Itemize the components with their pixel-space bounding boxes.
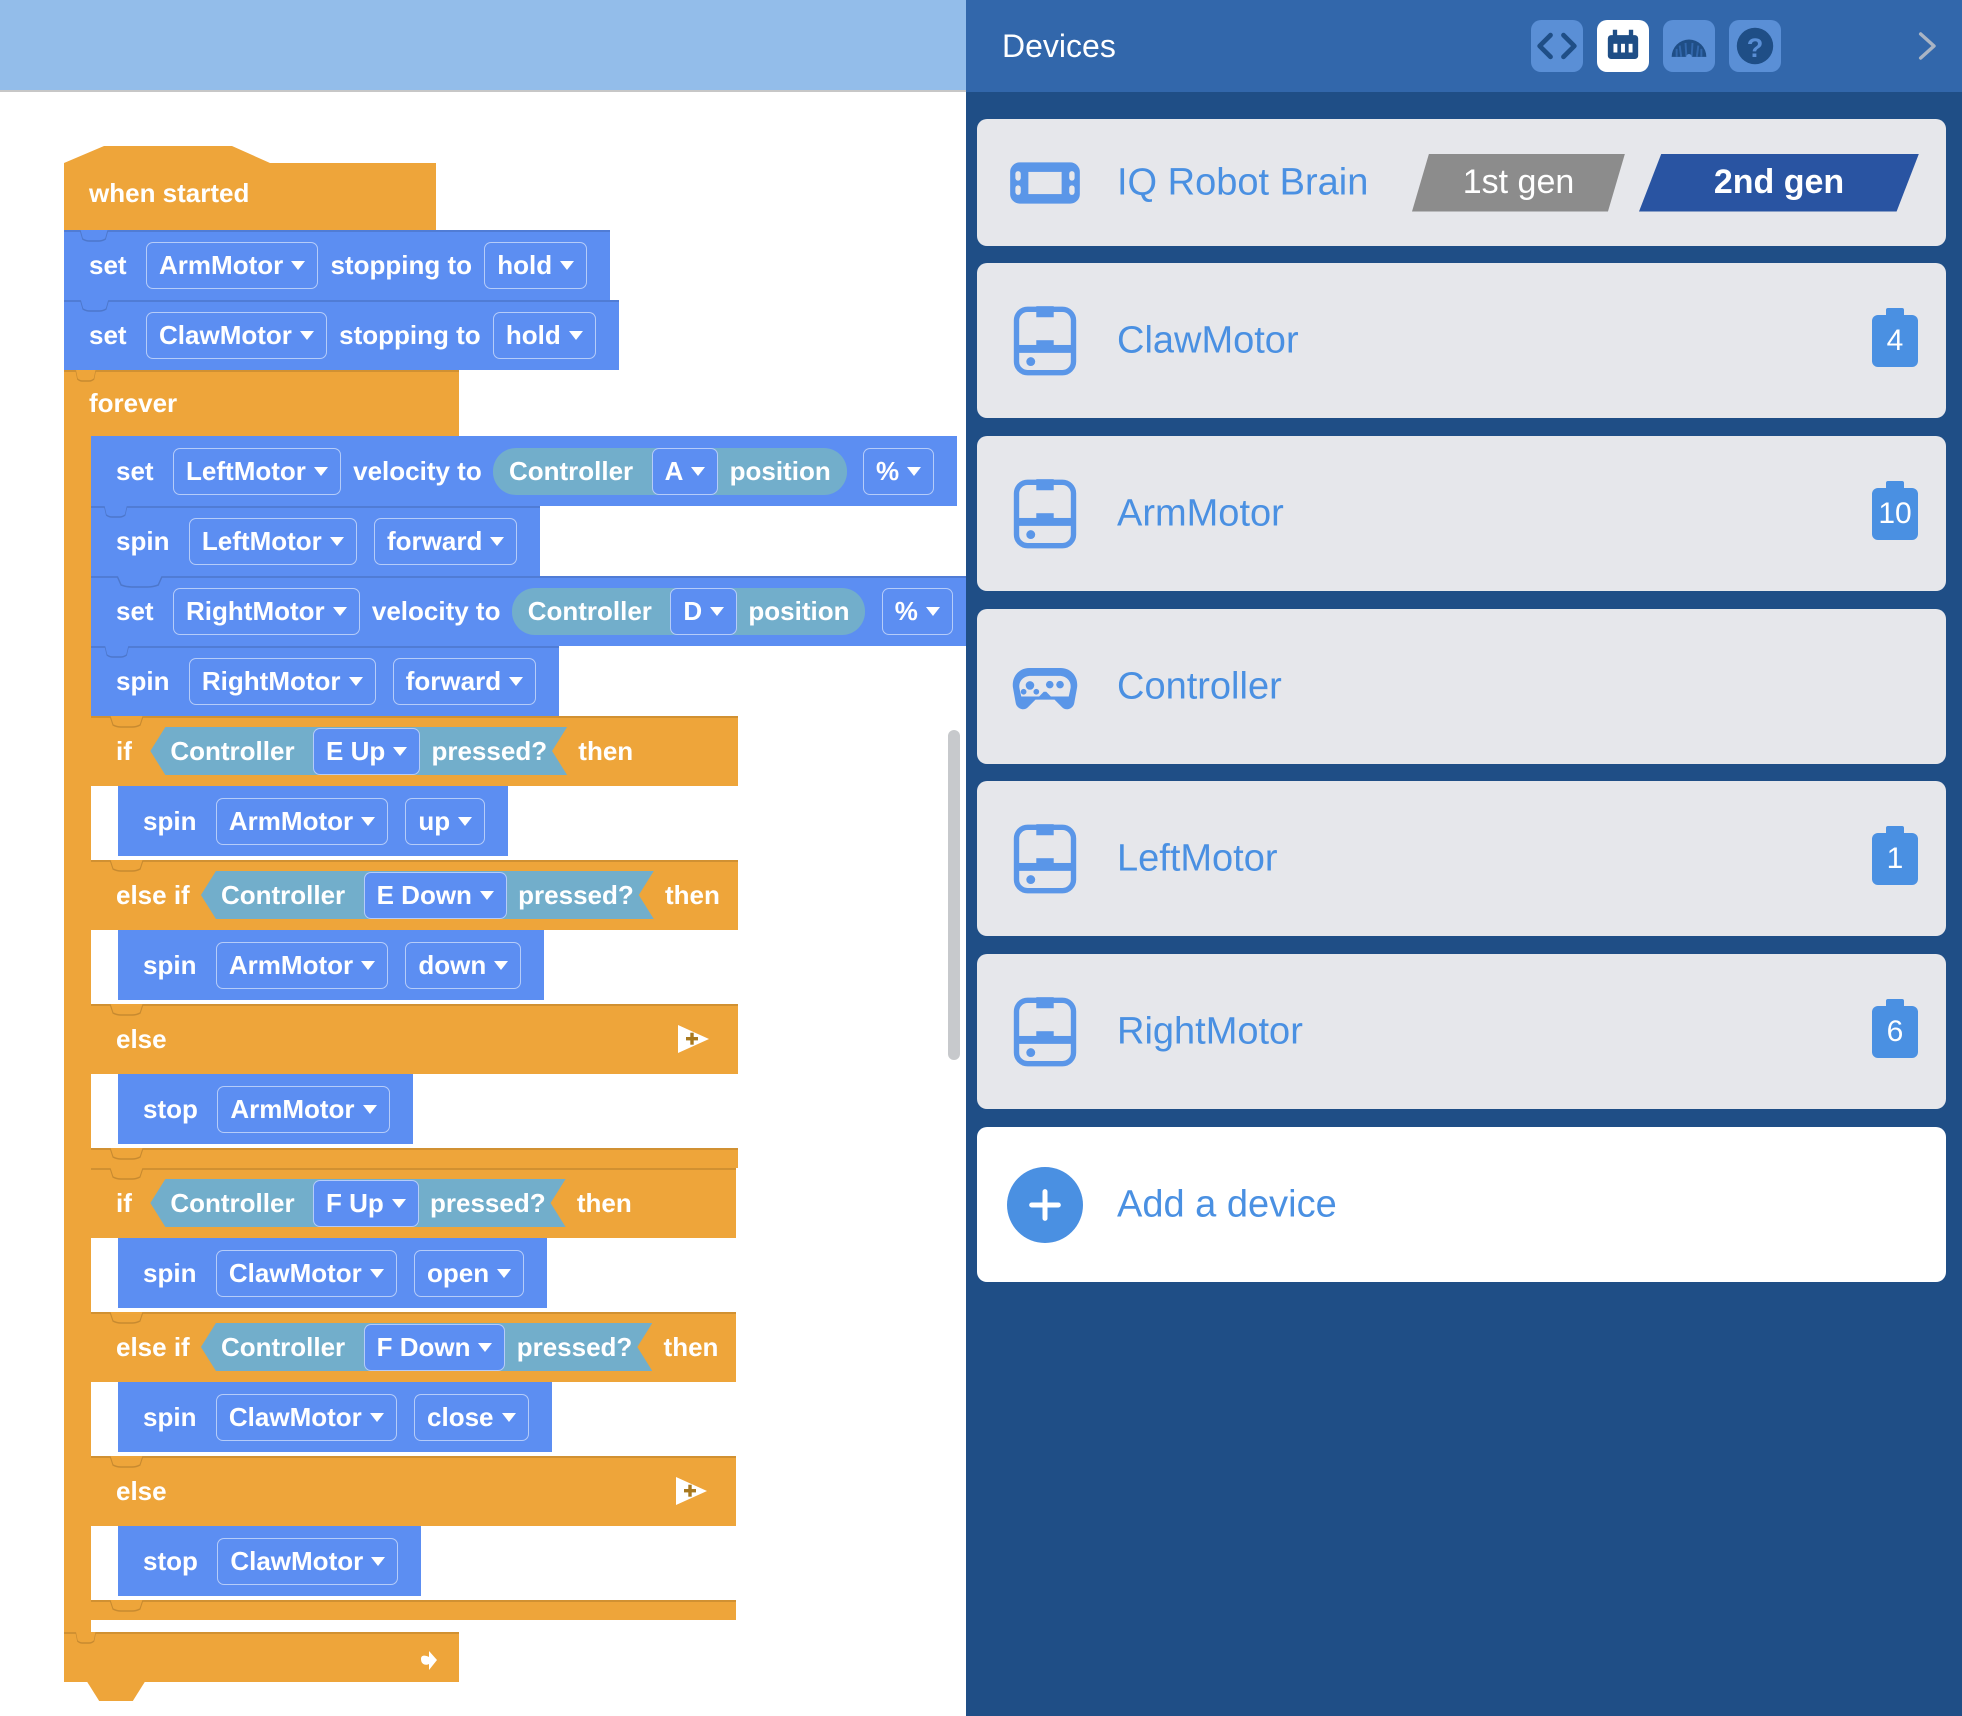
svg-text:?: ? [1747, 32, 1764, 63]
